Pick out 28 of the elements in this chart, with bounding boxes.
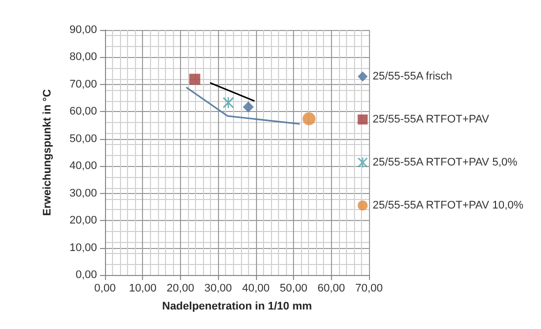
- x-tick-label: 30,00: [204, 282, 232, 294]
- y-tick-label: 80,00: [69, 51, 97, 64]
- legend-label: 25/55-55A frisch: [372, 70, 452, 82]
- point: [242, 102, 254, 113]
- y-tick-label: 30,00: [69, 187, 97, 200]
- y-tick-label: 10,00: [69, 242, 97, 254]
- x-axis-title: Nadelpenetration in 1/10 mm: [162, 300, 312, 312]
- legend-label: 25/55-55A RTFOT+PAV 5,0%: [372, 156, 518, 168]
- x-tick-label: 60,00: [318, 282, 346, 294]
- y-tick-label: 70,00: [69, 78, 97, 90]
- y-tick-label: 60,00: [69, 106, 97, 118]
- y-axis-title: Erweichungspunkt in °C: [42, 89, 54, 216]
- point: [302, 112, 316, 126]
- y-tick-label: 50,00: [69, 132, 97, 145]
- legend-label: 25/55-55A RTFOT+PAV: [372, 114, 490, 126]
- y-tick-label: 90,00: [69, 24, 97, 36]
- point: [222, 97, 234, 108]
- y-tick-label: 0,00: [76, 269, 97, 281]
- x-tick-label: 10,00: [128, 282, 156, 294]
- x-tick-label: 20,00: [166, 282, 194, 294]
- y-tick-label: 20,00: [69, 214, 97, 227]
- legend-label: 25/55-55A RTFOT+PAV 10,0%: [372, 200, 524, 212]
- x-tick-label: 40,00: [242, 282, 270, 294]
- x-tick-label: 0,00: [94, 282, 116, 294]
- y-tick-label: 40,00: [69, 160, 97, 172]
- point: [189, 74, 200, 85]
- x-tick-label: 50,00: [280, 282, 308, 294]
- x-tick-label: 70,00: [355, 282, 383, 294]
